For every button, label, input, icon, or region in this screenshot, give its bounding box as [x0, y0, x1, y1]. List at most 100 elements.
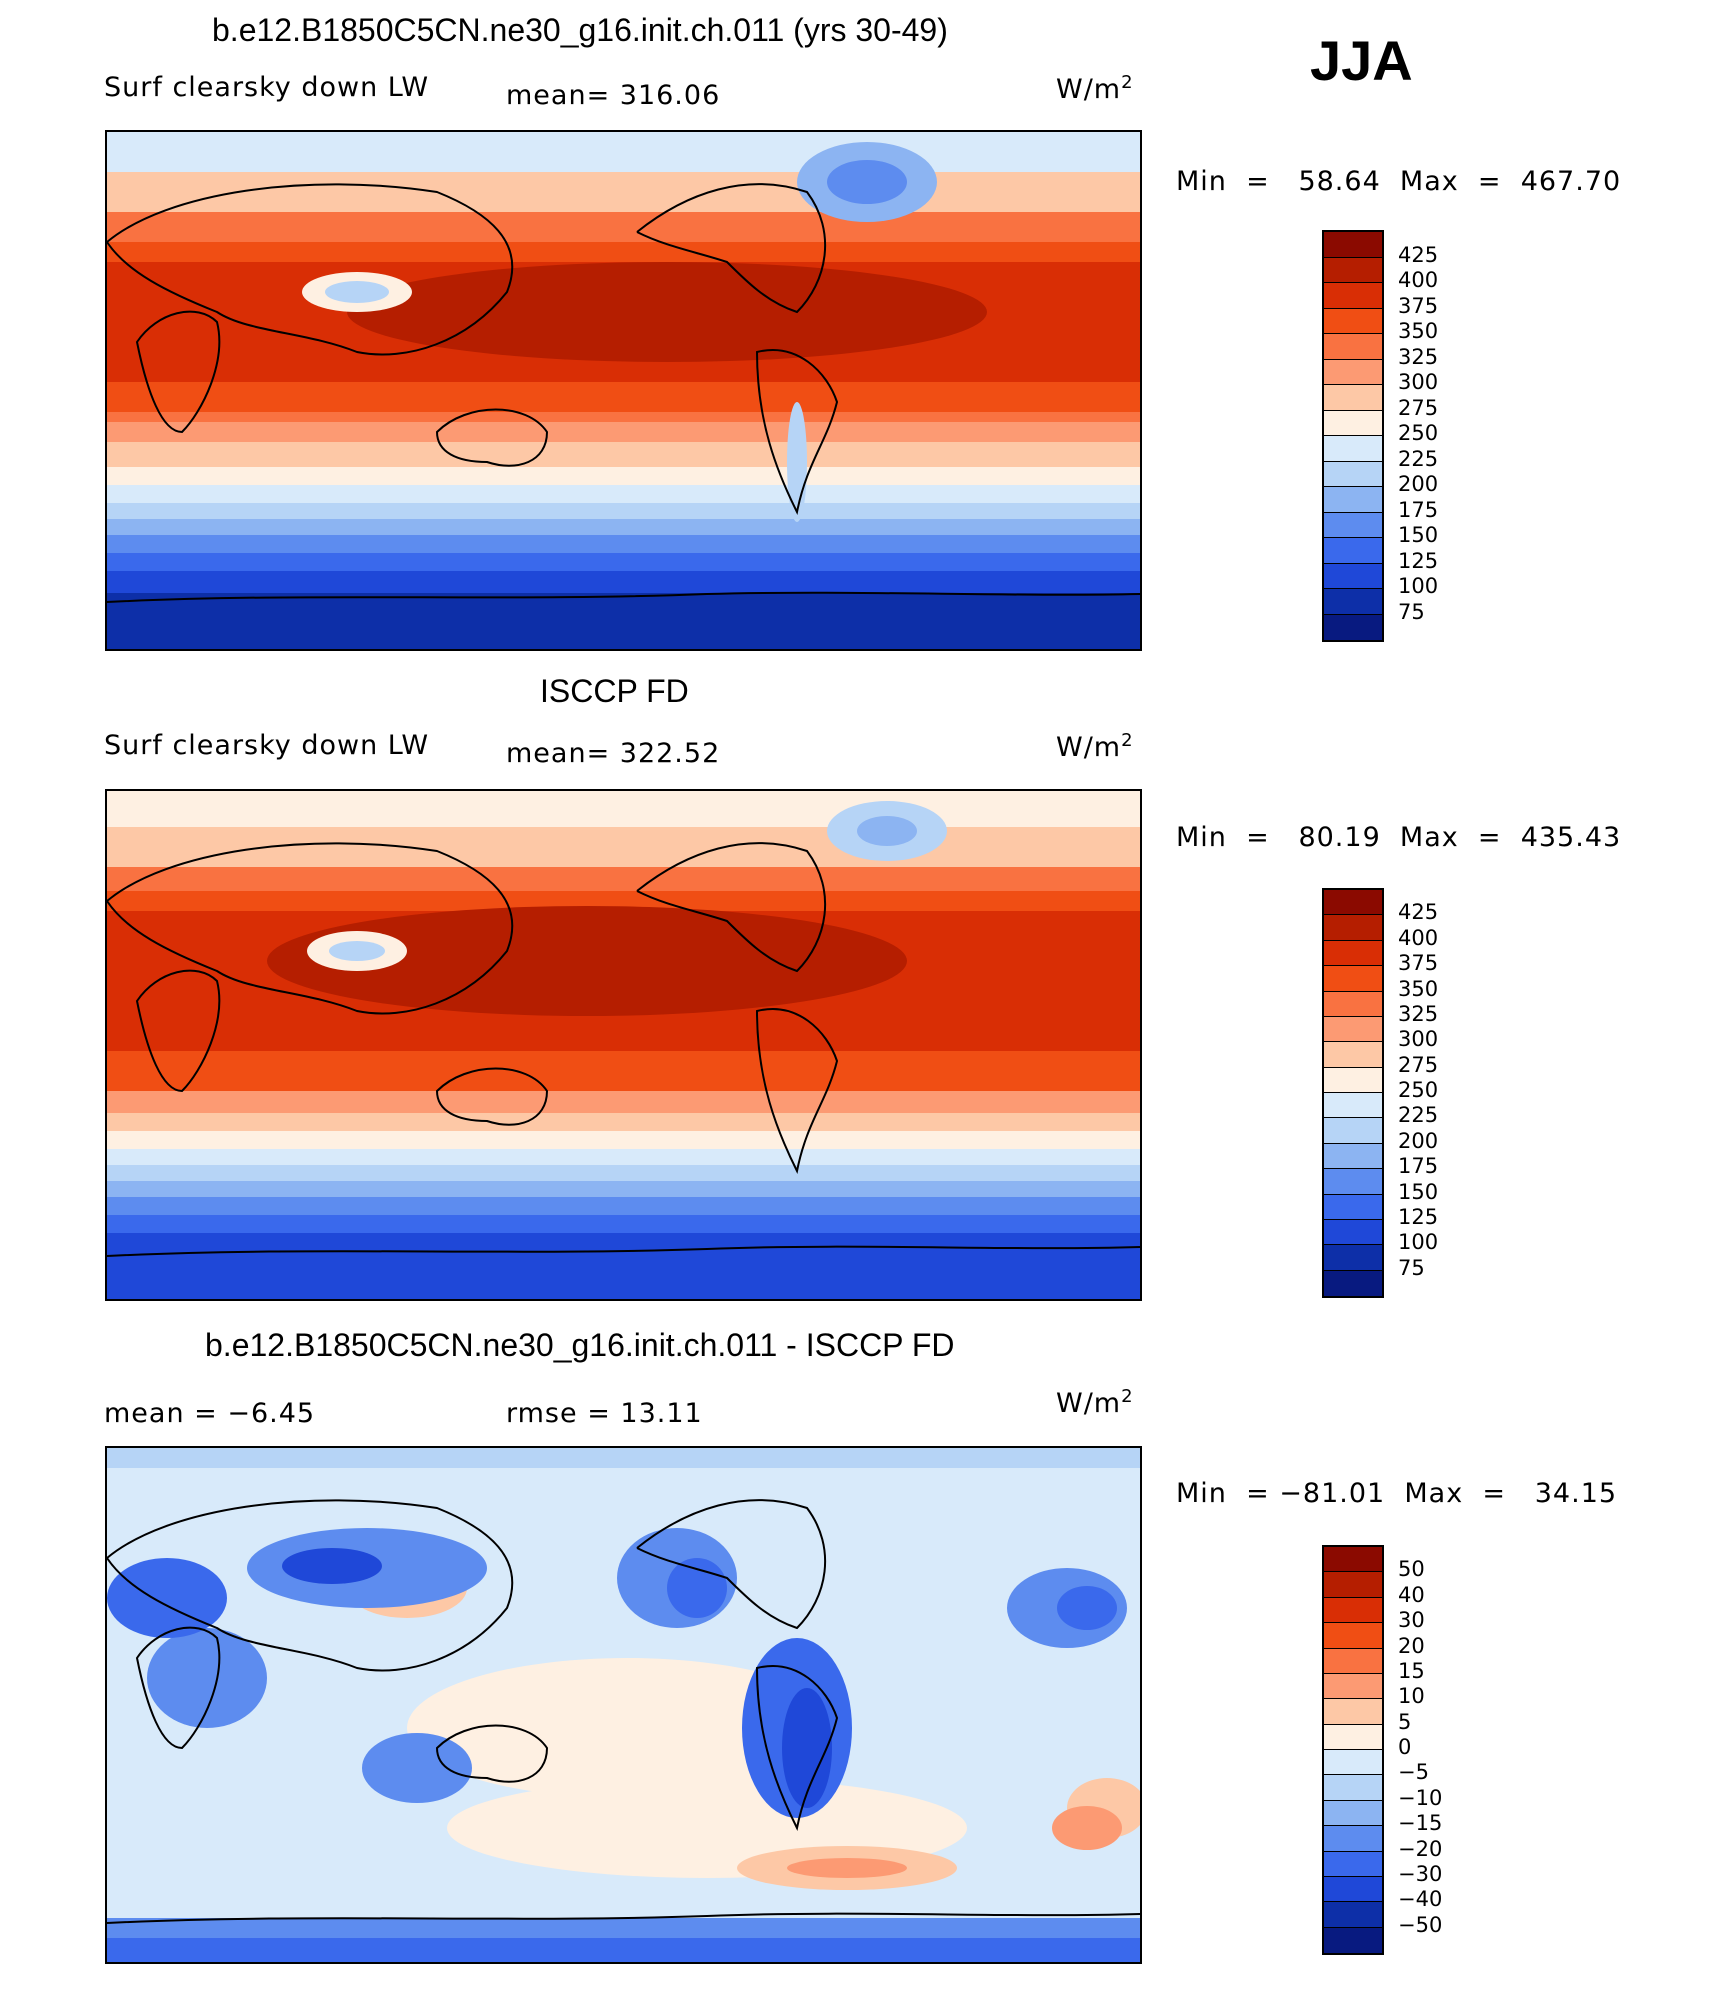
colorbar-tick-label: 400 — [1398, 268, 1439, 292]
colorbar-segment — [1324, 1572, 1382, 1598]
colorbar-segment — [1324, 991, 1382, 1017]
colorbar-segment — [1324, 1775, 1382, 1801]
colorbar-segment — [1324, 1826, 1382, 1852]
colorbar-segment — [1324, 563, 1382, 589]
colorbar-tick-label: −5 — [1398, 1760, 1429, 1785]
colorbar-segment — [1324, 538, 1382, 564]
colorbar-segment — [1324, 1143, 1382, 1170]
colorbar-segment — [1324, 1093, 1382, 1119]
colorbar-tick-label: −20 — [1398, 1836, 1443, 1861]
panel-1-min-value: 58.64 — [1298, 166, 1381, 197]
colorbar-tick-label: 425 — [1398, 242, 1439, 267]
colorbar-segment — [1324, 1169, 1382, 1195]
colorbar-segment — [1324, 1042, 1382, 1068]
season-label: JJA — [1310, 29, 1413, 92]
panel-2-min-label: Min = — [1176, 822, 1270, 853]
colorbar-segment — [1324, 1245, 1382, 1271]
colorbar-tick-label: 125 — [1398, 548, 1439, 573]
panel-2-colorbar-labels: 425 400 375 350 325 300 275 250 225 200 175 150 125 1… — [1398, 888, 1478, 1298]
colorbar-tick-label: 30 — [1398, 1608, 1425, 1633]
colorbar-tick-label: 325 — [1398, 1001, 1439, 1026]
colorbar-tick-label: 175 — [1398, 497, 1439, 522]
colorbar-tick-label: 250 — [1398, 421, 1439, 445]
panel-1-map-field — [107, 132, 1140, 649]
panel-3-rmse: rmse = 13.11 — [506, 1398, 703, 1429]
colorbar-tick-label: −30 — [1398, 1861, 1443, 1886]
panel-3-title: b.e12.B1850C5CN.ne30_g16.init.ch.011 - I… — [205, 1327, 955, 1363]
colorbar-segment — [1324, 915, 1382, 941]
panel-2-title: ISCCP FD — [540, 673, 689, 709]
colorbar-tick-label: 175 — [1398, 1154, 1439, 1179]
colorbar-tick-label: 100 — [1398, 1230, 1439, 1255]
colorbar-segment — [1324, 1902, 1382, 1928]
colorbar-segment — [1324, 1750, 1382, 1776]
colorbar-segment — [1324, 1648, 1382, 1674]
panel-3-minmax: Min = −81.01 Max = 34.15 — [1176, 1478, 1617, 1509]
colorbar-tick-label: 150 — [1398, 1179, 1439, 1204]
panel-2-minmax: Min = 80.19 Max = 435.43 — [1176, 822, 1621, 853]
panel-2-map — [105, 789, 1142, 1301]
colorbar-segment — [1324, 966, 1382, 992]
panel-1-max-value: 467.70 — [1520, 166, 1622, 197]
colorbar-tick-label: 225 — [1398, 446, 1439, 471]
colorbar-segment — [1324, 1067, 1382, 1093]
panel-2-max-value: 435.43 — [1520, 822, 1622, 853]
colorbar-segment — [1324, 1597, 1382, 1624]
panel-2-max-label: Max = — [1399, 822, 1502, 853]
colorbar-tick-label: 250 — [1398, 1078, 1439, 1102]
panel-3-map-field — [107, 1448, 1140, 1962]
panel-2-colorbar — [1322, 888, 1384, 1298]
colorbar-tick-label: 300 — [1398, 1027, 1439, 1052]
colorbar-tick-label: 400 — [1398, 925, 1439, 950]
panel-3-min-label: Min = — [1176, 1478, 1270, 1509]
colorbar-tick-label: 100 — [1398, 574, 1439, 598]
panel-1-variable: Surf clearsky down LW — [104, 72, 430, 103]
colorbar-tick-label: 300 — [1398, 370, 1439, 394]
colorbar-tick-label: 350 — [1398, 319, 1439, 343]
panel-1-min-label: Min = — [1176, 166, 1270, 197]
panel-1-title: b.e12.B1850C5CN.ne30_g16.init.ch.011 (yr… — [212, 12, 948, 48]
colorbar-tick-label: 275 — [1398, 395, 1439, 420]
panel-1-colorbar — [1322, 230, 1384, 642]
colorbar-tick-label: 325 — [1398, 344, 1439, 369]
colorbar-segment — [1324, 589, 1382, 615]
colorbar-tick-label: −40 — [1398, 1887, 1443, 1912]
colorbar-segment — [1324, 940, 1382, 967]
colorbar-segment — [1324, 359, 1382, 385]
colorbar-tick-label: 125 — [1398, 1204, 1439, 1229]
colorbar-segment — [1324, 1876, 1382, 1903]
colorbar-tick-label: 40 — [1398, 1582, 1425, 1607]
panel-3-max-label: Max = — [1404, 1478, 1506, 1509]
panel-3-colorbar — [1322, 1545, 1384, 1955]
colorbar-tick-label: 75 — [1398, 1255, 1425, 1280]
colorbar-segment — [1324, 232, 1382, 258]
panel-1-map — [105, 130, 1142, 651]
colorbar-segment — [1324, 1673, 1382, 1700]
colorbar-segment — [1324, 1800, 1382, 1827]
colorbar-tick-label: 275 — [1398, 1052, 1439, 1077]
colorbar-segment — [1324, 1118, 1382, 1144]
colorbar-segment — [1324, 890, 1382, 916]
panel-1-units: W/m2 — [1056, 72, 1134, 105]
colorbar-segment — [1324, 334, 1382, 360]
colorbar-tick-label: 15 — [1398, 1658, 1425, 1683]
colorbar-tick-label: 20 — [1398, 1633, 1425, 1658]
panel-3-units: W/m2 — [1056, 1386, 1134, 1419]
colorbar-segment — [1324, 487, 1382, 513]
colorbar-tick-label: 200 — [1398, 1128, 1439, 1153]
colorbar-tick-label: −10 — [1398, 1785, 1443, 1810]
panel-2-min-value: 80.19 — [1298, 822, 1381, 853]
colorbar-segment — [1324, 1016, 1382, 1043]
colorbar-tick-label: 375 — [1398, 293, 1439, 318]
colorbar-segment — [1324, 257, 1382, 283]
colorbar-tick-label: 200 — [1398, 472, 1439, 496]
panel-1-max-label: Max = — [1399, 166, 1502, 197]
colorbar-segment — [1324, 283, 1382, 309]
colorbar-tick-label: 50 — [1398, 1557, 1425, 1582]
colorbar-segment — [1324, 1270, 1382, 1296]
colorbar-tick-label: 10 — [1398, 1684, 1425, 1709]
panel-1-mean: mean= 316.06 — [506, 80, 721, 111]
panel-2-map-field — [107, 791, 1140, 1299]
panel-3-min-value: −81.01 — [1279, 1478, 1386, 1509]
colorbar-tick-label: 75 — [1398, 599, 1425, 624]
